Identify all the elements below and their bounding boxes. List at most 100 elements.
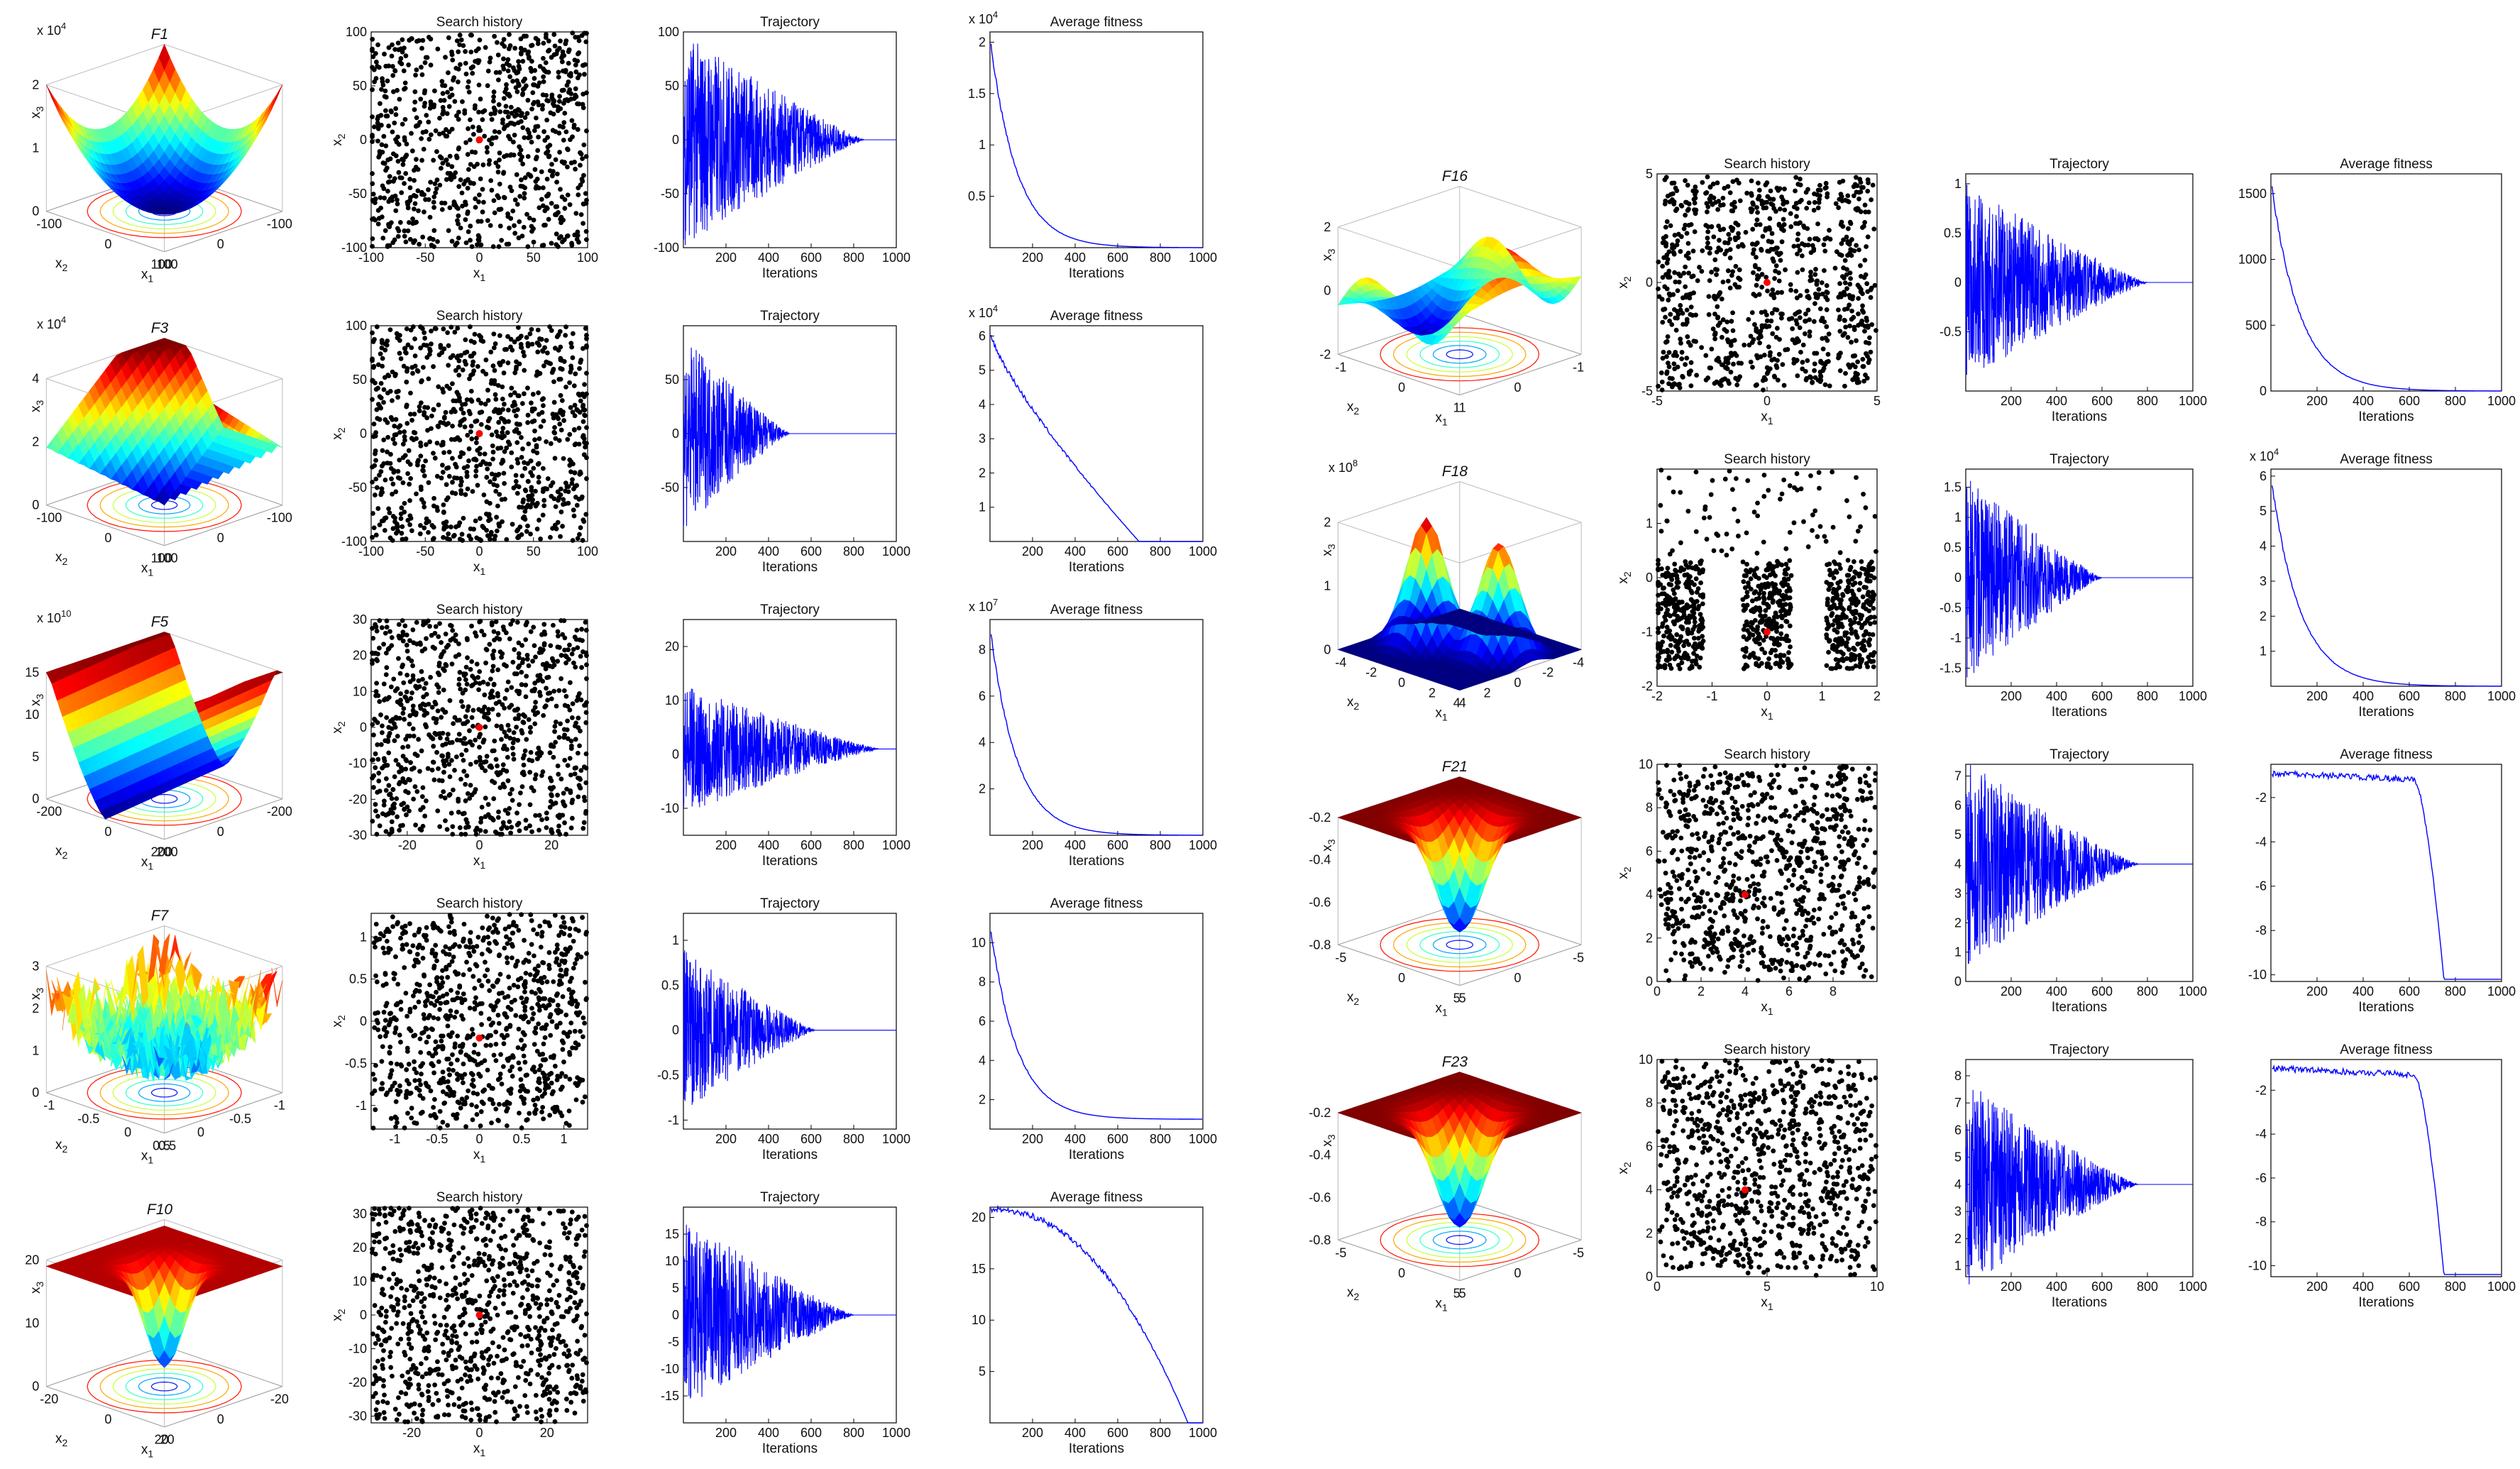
search-point — [383, 672, 389, 678]
search-point — [465, 655, 470, 661]
search-point — [370, 635, 376, 641]
search-point — [439, 715, 444, 720]
search-point — [424, 691, 429, 697]
search-point — [463, 832, 468, 837]
search-point — [496, 521, 502, 527]
search-point — [584, 676, 589, 681]
search-point — [381, 764, 387, 769]
search-point — [408, 475, 414, 481]
search-point — [403, 53, 409, 59]
surface-patch — [271, 967, 283, 1008]
search-point — [522, 368, 527, 373]
search-point — [370, 757, 375, 763]
search-point — [414, 789, 420, 794]
search-point — [562, 757, 568, 763]
search-point — [427, 106, 433, 111]
search-point — [526, 663, 532, 669]
search-point — [511, 756, 517, 762]
search-point — [561, 87, 566, 93]
panel-title: Trajectory — [760, 603, 820, 617]
search-point — [465, 152, 471, 157]
search-point — [423, 681, 429, 686]
search-point — [559, 509, 564, 515]
search-point — [431, 495, 436, 501]
search-point — [492, 33, 497, 39]
panel-title: Average fitness — [1050, 309, 1143, 324]
search-point — [567, 642, 572, 648]
search-point — [419, 748, 424, 754]
search-point — [492, 108, 497, 114]
search-point — [449, 238, 455, 244]
search-point — [566, 60, 571, 66]
search-point — [521, 720, 527, 725]
z-tick-label: 2 — [32, 435, 39, 449]
search-point — [429, 413, 434, 419]
search-point — [441, 527, 446, 532]
search-point — [520, 87, 526, 92]
search-point — [512, 197, 518, 203]
search-point — [534, 527, 540, 532]
search-point — [473, 103, 478, 109]
search-point — [576, 425, 582, 431]
search-point — [456, 641, 461, 647]
search-point — [458, 177, 463, 182]
search-point — [501, 56, 506, 62]
search-point — [580, 156, 585, 162]
search-point — [498, 724, 504, 729]
search-point — [485, 424, 490, 430]
search-point — [570, 701, 576, 707]
contour-floor — [87, 478, 242, 532]
search-point — [555, 489, 561, 495]
search-point — [507, 791, 513, 796]
search-point — [517, 790, 523, 796]
search-point — [541, 418, 546, 424]
search-point — [522, 753, 527, 758]
search-point — [426, 119, 431, 125]
search-point — [563, 333, 568, 338]
search-point — [446, 531, 451, 537]
search-point — [401, 706, 407, 711]
search-point — [460, 99, 465, 104]
search-point — [407, 513, 413, 519]
search-point — [431, 199, 436, 205]
search-point — [461, 769, 467, 774]
search-point — [528, 470, 534, 475]
search-point — [551, 379, 556, 385]
search-point — [377, 417, 383, 422]
search-point — [466, 446, 472, 451]
search-point — [481, 737, 487, 743]
search-point — [495, 473, 500, 478]
search-point — [384, 342, 390, 348]
search-point — [582, 412, 587, 418]
search-point — [463, 49, 468, 54]
search-point — [489, 187, 495, 193]
search-point — [536, 134, 541, 140]
search-point — [563, 324, 568, 330]
search-point — [417, 408, 422, 414]
search-point — [485, 466, 490, 472]
search-point — [450, 627, 456, 633]
search-point — [549, 493, 554, 499]
search-point — [554, 171, 560, 177]
search-point — [474, 242, 480, 248]
search-point — [408, 412, 413, 417]
search-point — [407, 220, 412, 225]
search-point — [569, 715, 575, 720]
search-point — [532, 99, 537, 105]
search-point — [381, 642, 386, 647]
search-point — [533, 503, 539, 509]
search-point — [515, 422, 520, 427]
search-point — [495, 712, 501, 717]
search-point — [370, 54, 376, 60]
axis-exponent: x 107 — [969, 597, 998, 614]
search-point — [497, 333, 502, 339]
search-point — [525, 341, 531, 346]
search-point — [493, 70, 499, 75]
search-point — [377, 823, 383, 829]
search-point — [460, 367, 466, 373]
search-point — [459, 752, 465, 758]
search-point — [563, 38, 569, 43]
search-point — [559, 653, 564, 658]
search-point — [576, 441, 582, 447]
search-point — [428, 180, 434, 185]
